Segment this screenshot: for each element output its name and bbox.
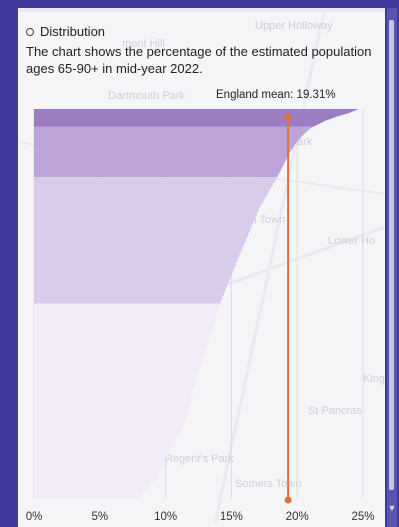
map-label: Upper Holloway (255, 20, 333, 32)
map-label: St Pancras (308, 405, 362, 417)
x-tick-label: 15% (220, 511, 243, 523)
distribution-band (34, 177, 278, 304)
x-tick-label: 25% (351, 511, 374, 523)
map-label: Somers Town (235, 478, 302, 490)
scroll-down-arrow-icon[interactable]: ▼ (387, 503, 397, 513)
x-tick-label: 10% (154, 511, 177, 523)
circle-bullet-icon (26, 27, 34, 36)
scrollbar-thumb[interactable] (389, 20, 394, 490)
mean-label: England mean: 19.31% (216, 89, 336, 101)
map-label: mont Hill (122, 38, 165, 50)
panel-top-divider (18, 8, 385, 12)
distribution-band (34, 109, 360, 127)
section-title: Distribution (40, 24, 106, 39)
mean-marker-bottom (284, 496, 292, 504)
distribution-panel: Upper Holloway Dartmouth Park Tufnell Pa… (18, 8, 385, 527)
map-label: Regent's Park (165, 453, 234, 465)
distribution-band (34, 303, 221, 498)
x-tick-label: 0% (26, 511, 43, 523)
map-label: Dartmouth Park (108, 90, 186, 102)
section-header: Distribution (26, 24, 105, 39)
chart-description: The chart shows the percentage of the es… (26, 44, 372, 76)
distribution-band (34, 126, 315, 178)
mean-marker-top (284, 113, 292, 121)
map-label: Kings (363, 373, 385, 385)
distribution-chart: 0% 5% 10% 15% 20% 25% (26, 109, 375, 523)
x-tick-label: 20% (286, 511, 309, 523)
x-tick-label: 5% (91, 511, 108, 523)
